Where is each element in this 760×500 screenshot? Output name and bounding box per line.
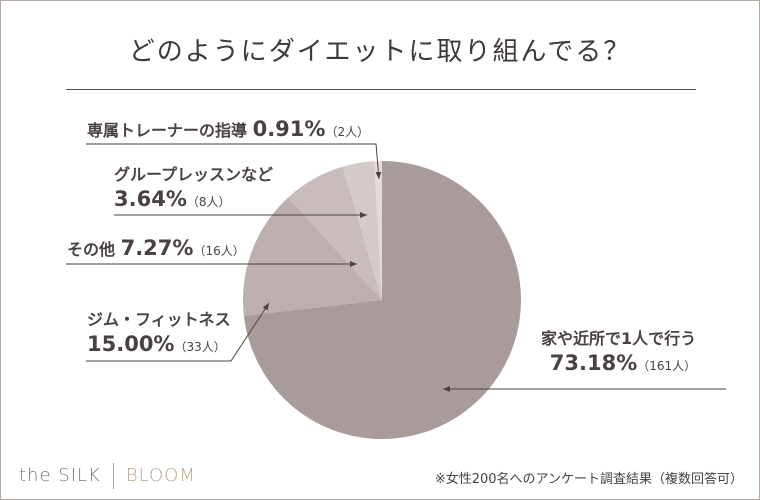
title-divider [66, 89, 696, 90]
label-other: その他 7.27%（16人） [67, 236, 245, 260]
leader-trainer [86, 143, 382, 180]
label-gym: ジム・フィットネス 15.00%（33人） [87, 310, 231, 356]
brand-logo: the SILK BLOOM [19, 463, 196, 489]
pie-slice-1 [243, 197, 382, 316]
label-trainer: 専属トレーナーの指導 0.91%（2人） [87, 117, 370, 141]
pie-slice-4 [374, 161, 382, 300]
survey-note: ※女性200名へのアンケート調査結果（複数回答可） [434, 472, 743, 487]
pie-slice-3 [342, 161, 382, 300]
chart-title: どのようにダイエットに取り組んでる？ [128, 37, 632, 67]
pie-slice-2 [288, 166, 382, 300]
label-home: 家や近所で1人で行う 73.18%（161人） [541, 329, 697, 375]
leader-gym [86, 302, 270, 362]
pie-slice-0 [243, 161, 522, 439]
label-group: グループレッスンなど 3.64%（8人） [114, 165, 274, 211]
